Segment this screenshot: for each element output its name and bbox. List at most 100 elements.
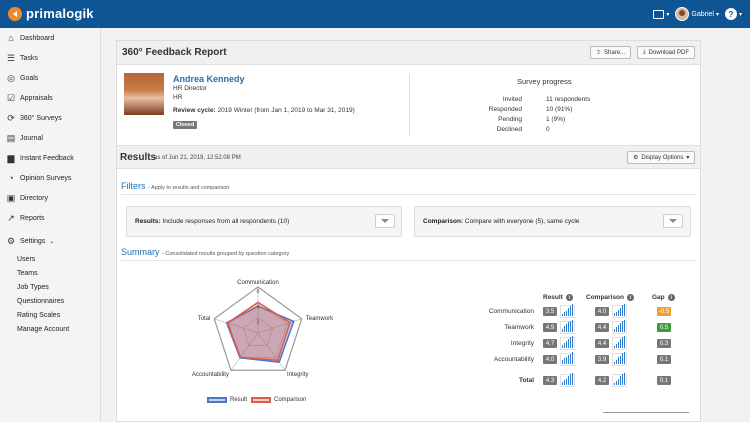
- sidebar-item-label: Opinion Surveys: [20, 174, 72, 182]
- spark-bar: [562, 382, 563, 385]
- result-score: 4.3: [543, 376, 557, 385]
- spark-bar: [620, 376, 621, 385]
- person-name-link[interactable]: Andrea Kennedy: [173, 74, 245, 84]
- display-options-button[interactable]: ⚙ Display Options ▾: [627, 151, 696, 164]
- journal-icon: ▤: [6, 132, 16, 143]
- sidebar-item-dashboard[interactable]: ⌂ Dashboard: [6, 31, 54, 45]
- sidebar-item-appraisals[interactable]: ☑ Appraisals: [6, 91, 53, 105]
- radar-axis-line: [257, 332, 286, 371]
- sidebar-item-label: Settings: [20, 237, 46, 245]
- spark-bar: [564, 326, 565, 332]
- download-icon: ⤓: [643, 49, 646, 55]
- chevron-down-icon: ▾: [715, 11, 719, 18]
- result-distribution-sparkline[interactable]: [560, 304, 575, 318]
- sidebar-item-opinion-surveys[interactable]: ◔ Opinion Surveys: [6, 171, 71, 185]
- spark-bar: [618, 379, 619, 385]
- comparison-distribution-sparkline[interactable]: [612, 336, 627, 350]
- result-distribution-sparkline[interactable]: [560, 320, 575, 334]
- gap-score: 0.1: [657, 376, 671, 385]
- building-icon: [653, 9, 665, 19]
- org-switcher[interactable]: ▾: [653, 9, 669, 19]
- share-button[interactable]: ⇪ Share...: [590, 46, 632, 59]
- divider: [409, 74, 410, 136]
- info-icon[interactable]: i: [667, 294, 675, 301]
- spark-bar: [614, 346, 615, 348]
- sidebar-item-directory[interactable]: ▣ Directory: [6, 191, 48, 205]
- comparison-distribution-sparkline[interactable]: [612, 320, 627, 334]
- sidebar-item-reports[interactable]: ↗ Reports: [6, 211, 45, 225]
- settings-item-questionnaires[interactable]: Questionnaires: [17, 298, 65, 305]
- sidebar-item-instant-feedback[interactable]: ▆ Instant Feedback: [6, 151, 74, 165]
- sidebar-item-360-surveys[interactable]: ⟳ 360° Surveys: [6, 111, 62, 125]
- spark-bar: [622, 305, 623, 316]
- status-badge: Closed: [173, 121, 198, 129]
- gap-column-header: Gap i: [652, 294, 675, 301]
- category-label: Integrity: [510, 340, 534, 347]
- legend-result[interactable]: Result: [207, 397, 247, 403]
- spark-bar: [572, 373, 573, 385]
- spark-bar: [616, 312, 617, 316]
- settings-item-manage-account[interactable]: Manage Account: [17, 326, 70, 333]
- column-label: Comparison: [586, 294, 624, 301]
- spark-bar: [622, 337, 623, 348]
- comparison-filter-button[interactable]: [663, 214, 683, 228]
- help-menu[interactable]: ? ▾: [724, 8, 742, 20]
- settings-item-users[interactable]: Users: [17, 256, 36, 263]
- category-label: Communication: [488, 308, 534, 315]
- sidebar-item-label: 360° Surveys: [20, 114, 62, 122]
- sidebar-item-label: Goals: [20, 74, 39, 82]
- legend-comparison[interactable]: Comparison: [251, 397, 306, 403]
- spark-bar: [564, 312, 565, 316]
- settings-item-teams[interactable]: Teams: [17, 270, 38, 277]
- comparison-distribution-sparkline[interactable]: [612, 373, 627, 387]
- sidebar-item-tasks[interactable]: ☰ Tasks: [6, 51, 38, 65]
- info-icon[interactable]: i: [626, 294, 634, 301]
- result-distribution-sparkline[interactable]: [560, 336, 575, 350]
- sidebar-item-journal[interactable]: ▤ Journal: [6, 131, 43, 145]
- spark-bar: [614, 362, 615, 364]
- spark-bar: [566, 341, 567, 348]
- top-bar: primalogik ▾ Gabriel ▾ ? ▾: [0, 0, 750, 28]
- progress-value: 0: [546, 126, 550, 133]
- result-score: 3.5: [543, 307, 557, 316]
- spark-bar: [570, 337, 571, 348]
- spark-bar: [620, 323, 621, 332]
- settings-item-rating-scales[interactable]: Rating Scales: [17, 312, 61, 319]
- sidebar-item-label: Reports: [20, 214, 45, 222]
- user-menu[interactable]: Gabriel ▾: [675, 7, 719, 21]
- spark-bar: [566, 357, 567, 364]
- spark-bar: [572, 320, 573, 332]
- page-scrollbar[interactable]: [746, 28, 750, 422]
- spark-bar: [618, 357, 619, 364]
- sidebar-item-goals[interactable]: ◎ Goals: [6, 71, 38, 85]
- comparison-filter: Comparison: Compare with everyone (5), s…: [414, 206, 691, 237]
- report-header: 360° Feedback Report ⇪ Share... ⤓ Downlo…: [117, 41, 700, 65]
- progress-row-pending: Pending 1 (9%): [497, 116, 617, 125]
- divider: [121, 260, 696, 261]
- results-filter-text: Results: Include responses from all resp…: [135, 218, 289, 225]
- review-cycle: Review cycle: 2019 Winter (from Jan 1, 2…: [173, 107, 355, 114]
- brand-logo[interactable]: primalogik: [8, 6, 94, 21]
- spark-bar: [624, 352, 625, 364]
- summary-subtitle: - Consolidated results grouped by questi…: [162, 251, 290, 257]
- spark-bar: [614, 383, 615, 385]
- download-pdf-button[interactable]: ⤓ Download PDF: [637, 46, 696, 59]
- sidebar-item-label: Instant Feedback: [20, 154, 74, 162]
- result-distribution-sparkline[interactable]: [560, 352, 575, 366]
- radar-series-comparison: [226, 301, 291, 362]
- results-filter-button[interactable]: [375, 214, 395, 228]
- results-title: Results: [120, 152, 157, 163]
- comparison-distribution-sparkline[interactable]: [612, 304, 627, 318]
- radar-tick-label: 4: [256, 304, 259, 310]
- results-filter-label: Results:: [135, 218, 161, 225]
- primalogik-logo-icon: [8, 6, 22, 21]
- settings-item-job-types[interactable]: Job Types: [17, 284, 49, 291]
- sidebar-item-settings[interactable]: ⚙ Settings ⌄: [6, 234, 54, 248]
- report-panel: 360° Feedback Report ⇪ Share... ⤓ Downlo…: [116, 40, 701, 422]
- speech-icon: ◔: [8, 173, 14, 183]
- result-distribution-sparkline[interactable]: [560, 373, 575, 387]
- comparison-distribution-sparkline[interactable]: [612, 352, 627, 366]
- spark-bar: [614, 329, 615, 332]
- comparison-score: 4.4: [595, 339, 609, 348]
- info-icon[interactable]: i: [565, 294, 573, 301]
